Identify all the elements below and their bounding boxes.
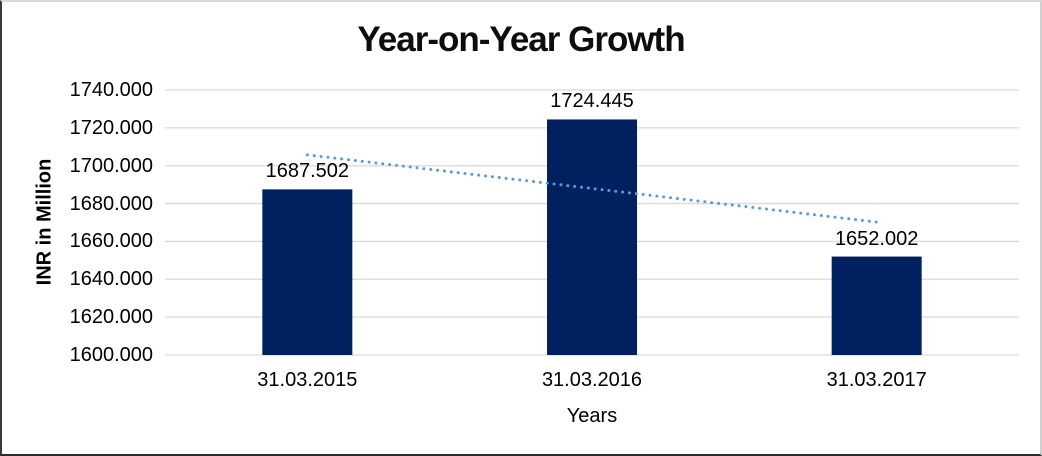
bar-data-label: 1724.445 [550,90,634,113]
x-tick-label: 31.03.2017 [826,369,927,391]
x-axis-title: Years [566,405,618,427]
bar [262,189,353,355]
y-tick-label: 1660.000 [69,230,153,253]
y-tick-label: 1640.000 [69,268,153,291]
bar-data-label: 1652.002 [834,227,919,250]
bar-data-label: 1687.502 [265,160,350,183]
x-tick-label: 31.03.2015 [257,369,358,391]
y-tick-label: 1740.000 [69,79,153,101]
y-tick-label: 1720.000 [69,116,153,139]
chart-title: Year-on-Year Growth [357,20,685,59]
y-tick-label: 1600.000 [69,344,153,366]
y-tick-label: 1620.000 [69,306,153,329]
bar [831,256,922,355]
y-tick-label: 1700.000 [69,154,153,177]
bar [547,119,637,355]
trendline [305,153,879,224]
x-tick-label: 31.03.2016 [541,369,643,391]
y-tick-label: 1680.000 [69,192,153,215]
